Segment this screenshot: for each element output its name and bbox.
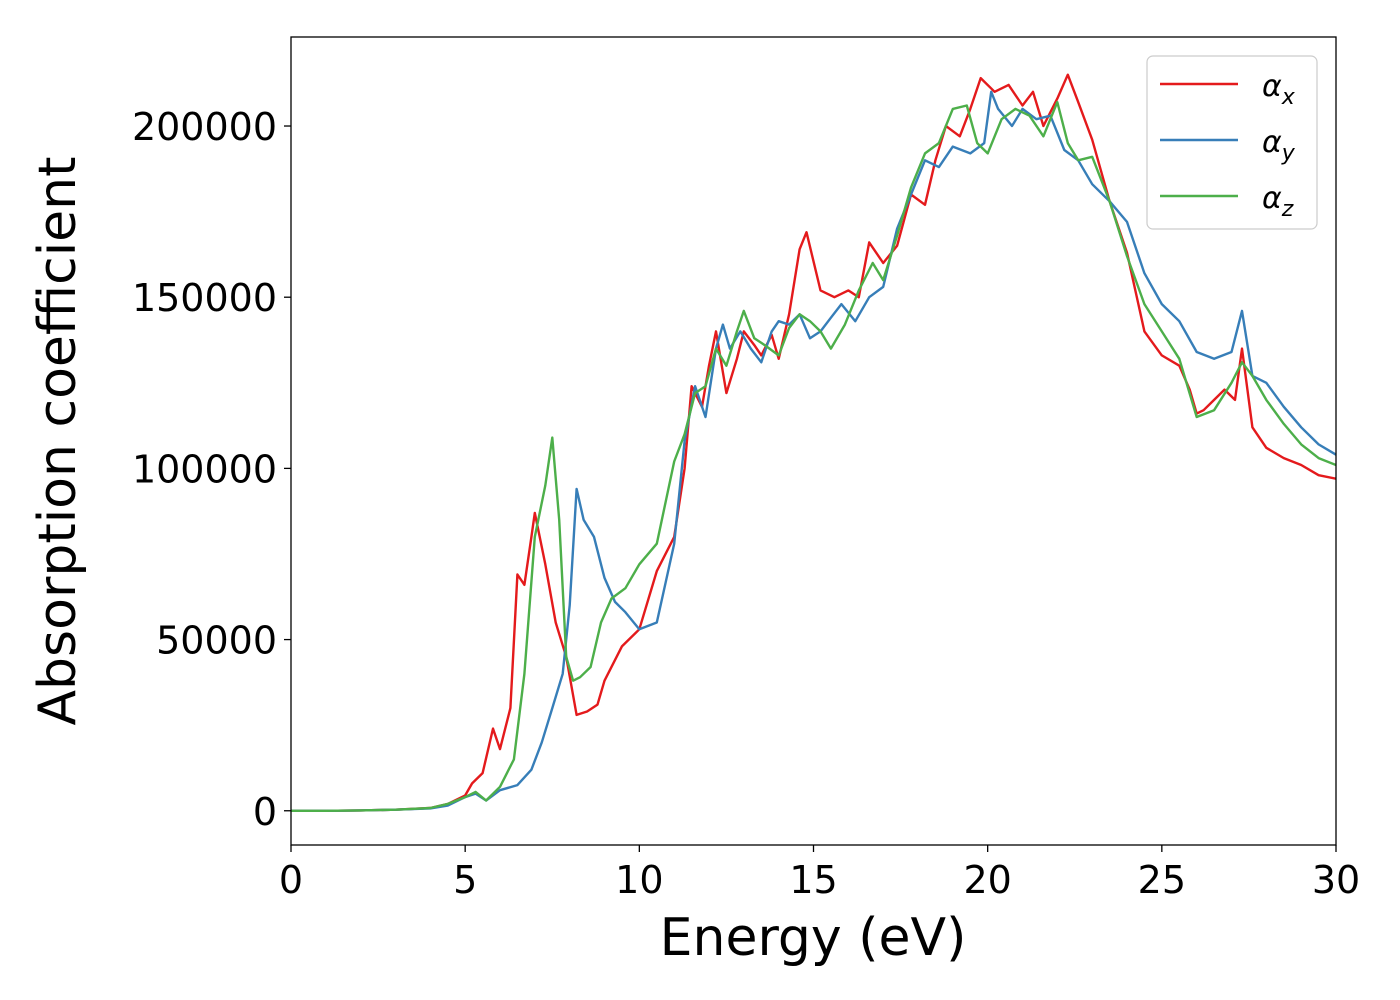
legend-label-alpha-x: αx	[1262, 69, 1296, 110]
x-tick-label: 25	[1138, 858, 1186, 902]
x-tick-label: 10	[615, 858, 663, 902]
x-tick-label: 20	[963, 858, 1011, 902]
y-tick-label: 150000	[132, 276, 277, 320]
legend-label-alpha-y: αy	[1262, 125, 1296, 166]
series-line-alpha-z	[291, 100, 1336, 812]
series-line-alpha-x	[291, 73, 1336, 812]
x-tick-label: 5	[453, 858, 477, 902]
y-axis: 0 50000 100000 150000 200000	[132, 105, 291, 834]
series-layer	[291, 73, 1336, 812]
y-tick-label: 200000	[132, 105, 277, 149]
x-tick-label: 0	[279, 858, 303, 902]
x-tick-label: 15	[789, 858, 837, 902]
x-axis: 0 5 10 15 20 25 30	[279, 845, 1360, 902]
y-axis-label: Absorption coefficient	[28, 156, 88, 725]
x-tick-label: 30	[1312, 858, 1360, 902]
x-axis-label: Energy (eV)	[660, 908, 967, 968]
series-line-alpha-y	[291, 90, 1336, 812]
legend-box	[1146, 55, 1318, 230]
y-tick-label: 0	[253, 790, 277, 834]
y-tick-label: 100000	[132, 447, 277, 491]
y-tick-label: 50000	[156, 619, 277, 663]
